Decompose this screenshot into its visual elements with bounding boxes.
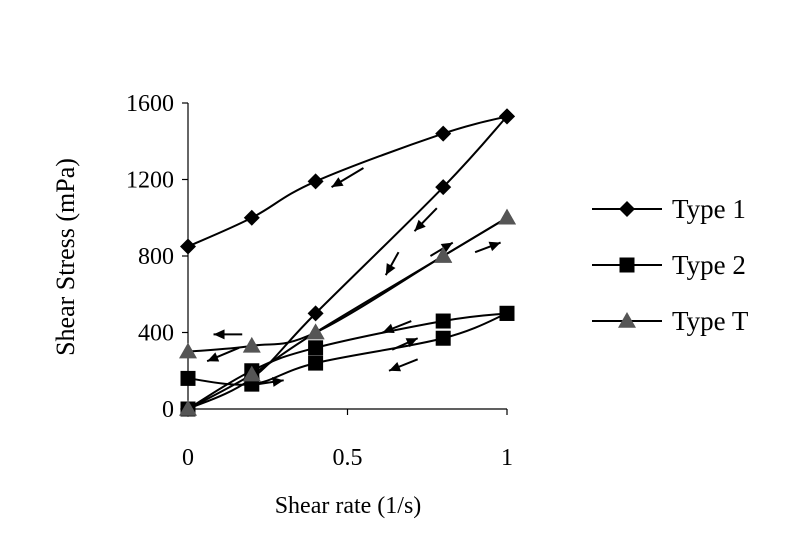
direction-arrow xyxy=(384,251,400,276)
series-line-type-1-down xyxy=(187,115,508,248)
direction-arrow xyxy=(258,376,284,387)
data-point-type-2 xyxy=(308,340,324,356)
direction-arrow xyxy=(213,329,243,340)
x-tick-label: 1 xyxy=(501,445,513,471)
series-line-type-2-up xyxy=(187,312,508,410)
series-lines xyxy=(187,115,508,410)
x-tick-label: 0 xyxy=(182,445,194,471)
direction-arrow xyxy=(388,358,419,372)
data-point-type-t xyxy=(498,208,516,225)
direction-arrow xyxy=(474,241,501,254)
legend-marker xyxy=(618,312,636,328)
data-point-type-t xyxy=(179,342,197,359)
legend-marker xyxy=(619,257,635,273)
direction-arrows xyxy=(206,167,501,387)
data-point-type-t xyxy=(242,365,261,382)
series-line-type-t-down xyxy=(187,216,508,353)
data-point-type-t xyxy=(306,323,325,340)
y-tick-label: 0 xyxy=(162,397,174,423)
data-point-type-1 xyxy=(243,209,260,226)
y-tick-label: 1600 xyxy=(126,91,174,117)
axes: 0 400 800 1200 1600 0 0.5 1 xyxy=(126,91,513,471)
direction-arrow xyxy=(391,337,419,351)
x-tick-label: 0.5 xyxy=(333,445,363,471)
data-point-type-1 xyxy=(307,173,324,190)
data-point-type-1 xyxy=(435,179,452,196)
direction-arrow xyxy=(429,241,454,257)
legend-label: Type 1 xyxy=(672,194,746,224)
series-line-type-1-up xyxy=(187,115,508,410)
legend-marker xyxy=(619,201,635,217)
legend-label: Type T xyxy=(672,306,749,336)
data-point-type-1 xyxy=(499,108,515,125)
legend-item: Type 2 xyxy=(592,250,746,280)
data-point-type-1 xyxy=(180,238,196,255)
data-point-type-2 xyxy=(308,355,324,371)
y-tick-label: 800 xyxy=(138,244,174,270)
data-point-type-2 xyxy=(435,313,451,329)
direction-arrow xyxy=(331,167,364,189)
legend-item: Type T xyxy=(592,306,749,336)
legend-item: Type 1 xyxy=(592,194,746,224)
data-point-type-2 xyxy=(180,370,196,386)
data-point-type-t xyxy=(179,400,197,416)
direction-arrow xyxy=(413,207,438,232)
data-markers xyxy=(179,108,516,417)
data-point-type-2 xyxy=(499,305,515,321)
direction-arrow xyxy=(382,320,412,334)
data-point-type-1 xyxy=(307,305,324,322)
y-axis-title: Shear Stress (mPa) xyxy=(51,158,80,356)
data-point-type-2 xyxy=(435,330,451,346)
data-point-type-1 xyxy=(435,125,452,142)
direction-arrow xyxy=(206,346,240,363)
data-point-type-t xyxy=(434,247,453,263)
data-point-type-t xyxy=(242,336,261,353)
legend-label: Type 2 xyxy=(672,250,746,280)
y-tick-label: 400 xyxy=(138,321,174,347)
x-axis-title: Shear rate (1/s) xyxy=(275,493,422,519)
y-tick-label: 1200 xyxy=(126,168,174,194)
legend: Type 1 Type 2 Type T xyxy=(592,194,749,336)
